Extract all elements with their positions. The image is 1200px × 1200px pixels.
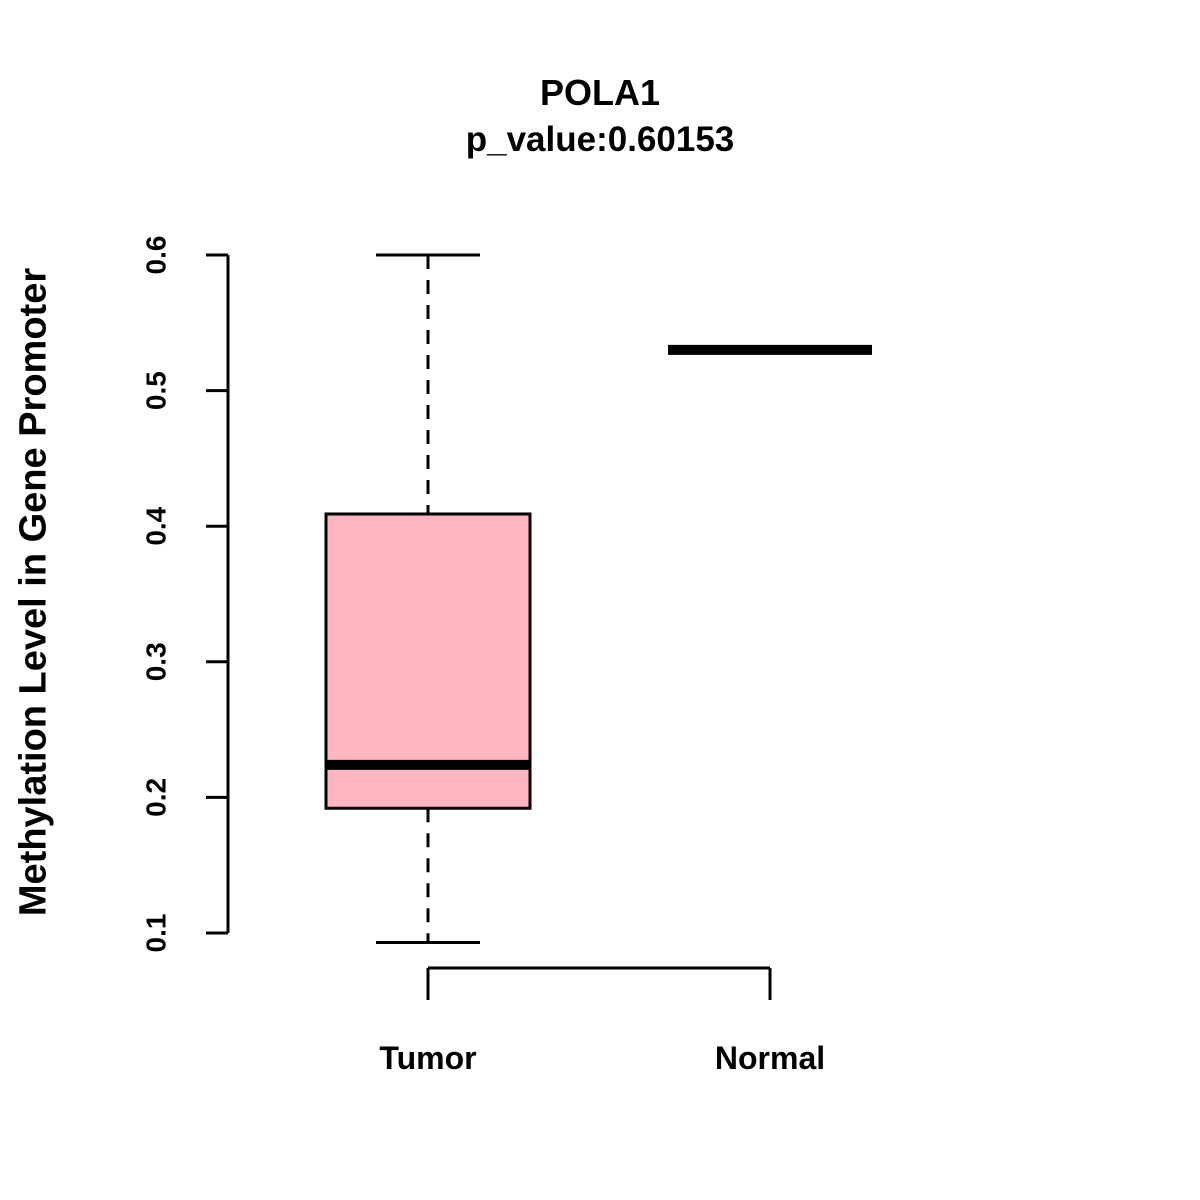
y-tick-label: 0.5: [140, 371, 171, 410]
y-tick-label: 0.6: [140, 236, 171, 275]
chart-title: POLA1: [539, 72, 661, 113]
chart-subtitle-pvalue: p_value:0.60153: [465, 120, 735, 159]
x-category-label-normal: Normal: [714, 1040, 826, 1076]
y-tick-label: 0.3: [140, 642, 171, 681]
y-tick-label: 0.4: [140, 506, 171, 545]
y-tick-label: 0.2: [140, 778, 171, 817]
y-tick-label: 0.1: [140, 914, 171, 953]
tumor-box: [324, 512, 532, 810]
x-category-label-tumor: Tumor: [379, 1040, 477, 1076]
